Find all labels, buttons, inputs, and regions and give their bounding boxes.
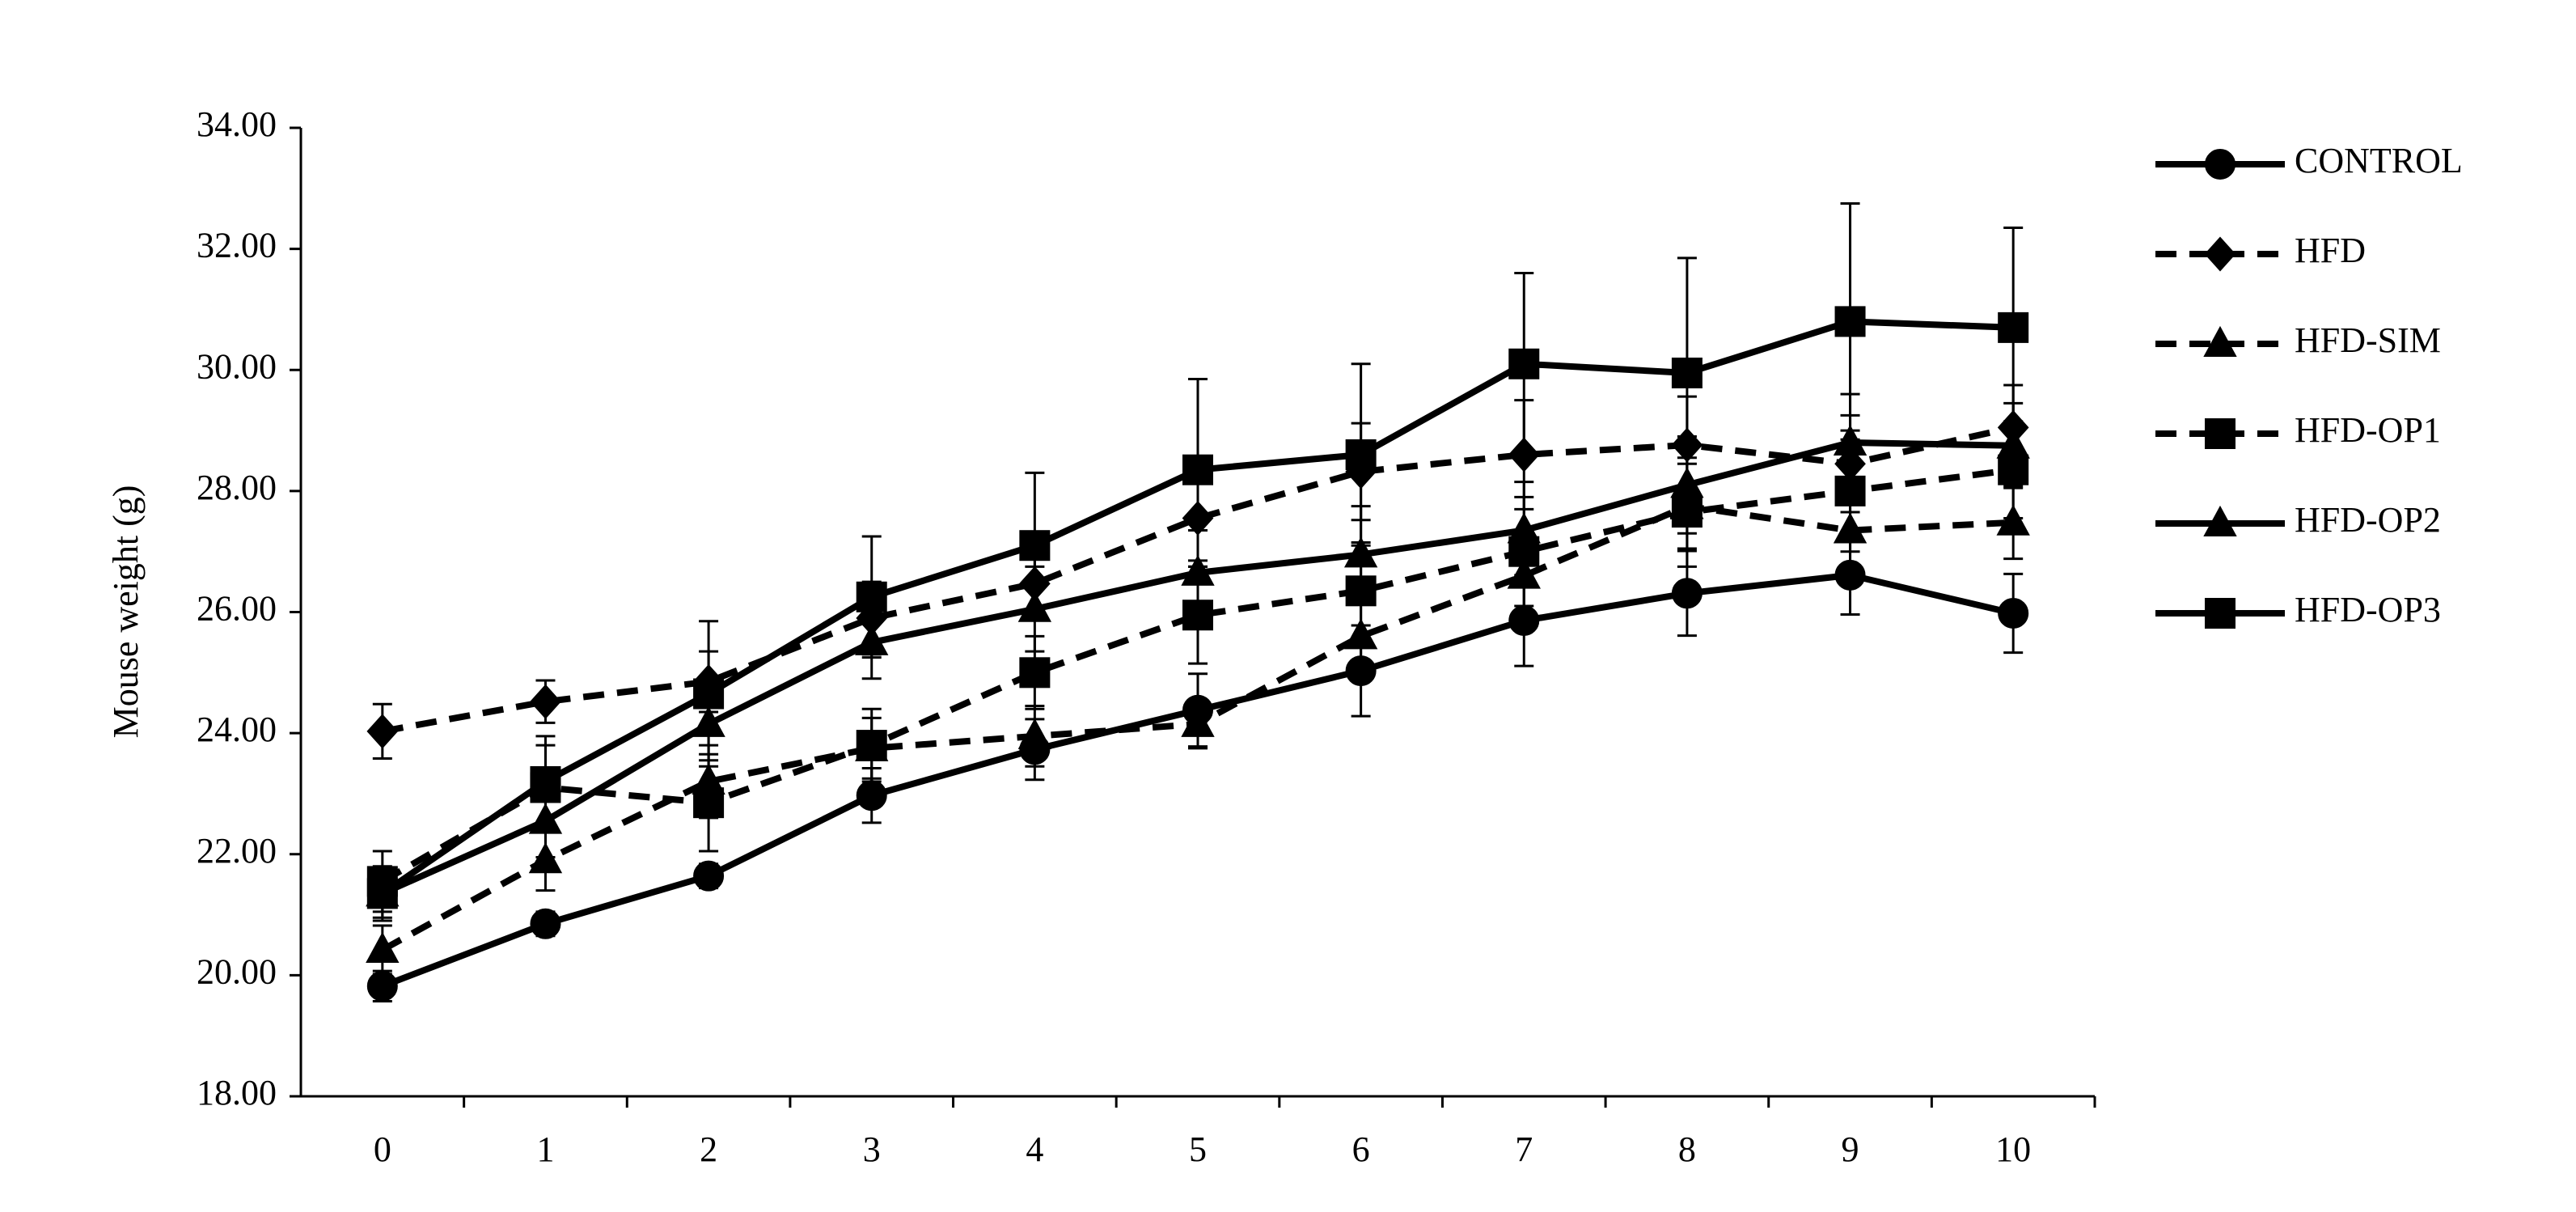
y-tick-label: 28.00 bbox=[197, 468, 277, 507]
x-tick-label: 4 bbox=[1026, 1129, 1043, 1169]
legend-label: HFD-SIM bbox=[2295, 320, 2441, 360]
y-tick-label: 26.00 bbox=[197, 589, 277, 629]
x-tick-label: 10 bbox=[1995, 1129, 2031, 1169]
y-tick-label: 32.00 bbox=[197, 226, 277, 265]
series-line bbox=[382, 424, 2015, 735]
x-tick-label: 9 bbox=[1842, 1129, 1859, 1169]
point bbox=[693, 787, 725, 819]
point bbox=[530, 684, 561, 719]
point bbox=[1998, 597, 2029, 629]
point bbox=[1181, 706, 1215, 737]
point bbox=[693, 678, 725, 710]
legend-marker bbox=[2203, 325, 2237, 357]
x-tick-label: 0 bbox=[374, 1129, 391, 1169]
x-tick-label: 6 bbox=[1352, 1129, 1370, 1169]
x-tick-label: 1 bbox=[536, 1129, 554, 1169]
point bbox=[366, 970, 398, 1002]
point bbox=[856, 780, 887, 812]
point bbox=[1996, 504, 2030, 536]
point bbox=[1017, 718, 1052, 749]
point bbox=[1996, 427, 2030, 459]
point bbox=[366, 878, 398, 909]
point bbox=[1834, 306, 1866, 337]
y-tick-label: 18.00 bbox=[197, 1073, 277, 1112]
x-tick-label: 5 bbox=[1189, 1129, 1207, 1169]
point bbox=[1019, 657, 1051, 689]
x-tick-label: 2 bbox=[700, 1129, 717, 1169]
point bbox=[1181, 554, 1215, 586]
legend-label: HFD-OP3 bbox=[2295, 590, 2441, 629]
point bbox=[693, 860, 725, 892]
legend-label: HFD-OP2 bbox=[2295, 500, 2441, 540]
legend-marker bbox=[2205, 149, 2235, 180]
point bbox=[366, 714, 399, 749]
point bbox=[1345, 439, 1377, 470]
y-tick-label: 20.00 bbox=[197, 951, 277, 991]
legend-marker bbox=[2203, 505, 2237, 536]
point bbox=[1508, 348, 1540, 379]
y-tick-label: 30.00 bbox=[197, 346, 277, 386]
legend-label: HFD bbox=[2295, 231, 2366, 270]
x-tick-label: 7 bbox=[1515, 1129, 1533, 1169]
legend-marker bbox=[2204, 236, 2236, 272]
point bbox=[530, 765, 561, 797]
point bbox=[856, 581, 887, 612]
x-tick-label: 3 bbox=[863, 1129, 881, 1169]
legend-marker bbox=[2205, 598, 2235, 629]
point bbox=[1671, 578, 1703, 609]
point bbox=[1507, 512, 1541, 544]
point bbox=[366, 931, 400, 963]
x-tick-label: 8 bbox=[1678, 1129, 1696, 1169]
y-tick-label: 24.00 bbox=[197, 710, 277, 749]
legend-marker bbox=[2205, 418, 2235, 449]
legend-label: CONTROL bbox=[2295, 141, 2463, 180]
point bbox=[1019, 530, 1051, 562]
y-tick-label: 22.00 bbox=[197, 831, 277, 871]
point bbox=[1182, 454, 1213, 485]
y-axis-label: Mouse weight (g) bbox=[106, 485, 146, 739]
legend-label: HFD-OP1 bbox=[2295, 410, 2441, 450]
y-tick-label: 34.00 bbox=[197, 104, 277, 144]
point bbox=[856, 730, 887, 761]
point bbox=[1343, 536, 1378, 568]
point bbox=[1671, 357, 1703, 388]
series-line bbox=[380, 466, 2014, 884]
point bbox=[530, 908, 561, 939]
point bbox=[1998, 311, 2029, 343]
